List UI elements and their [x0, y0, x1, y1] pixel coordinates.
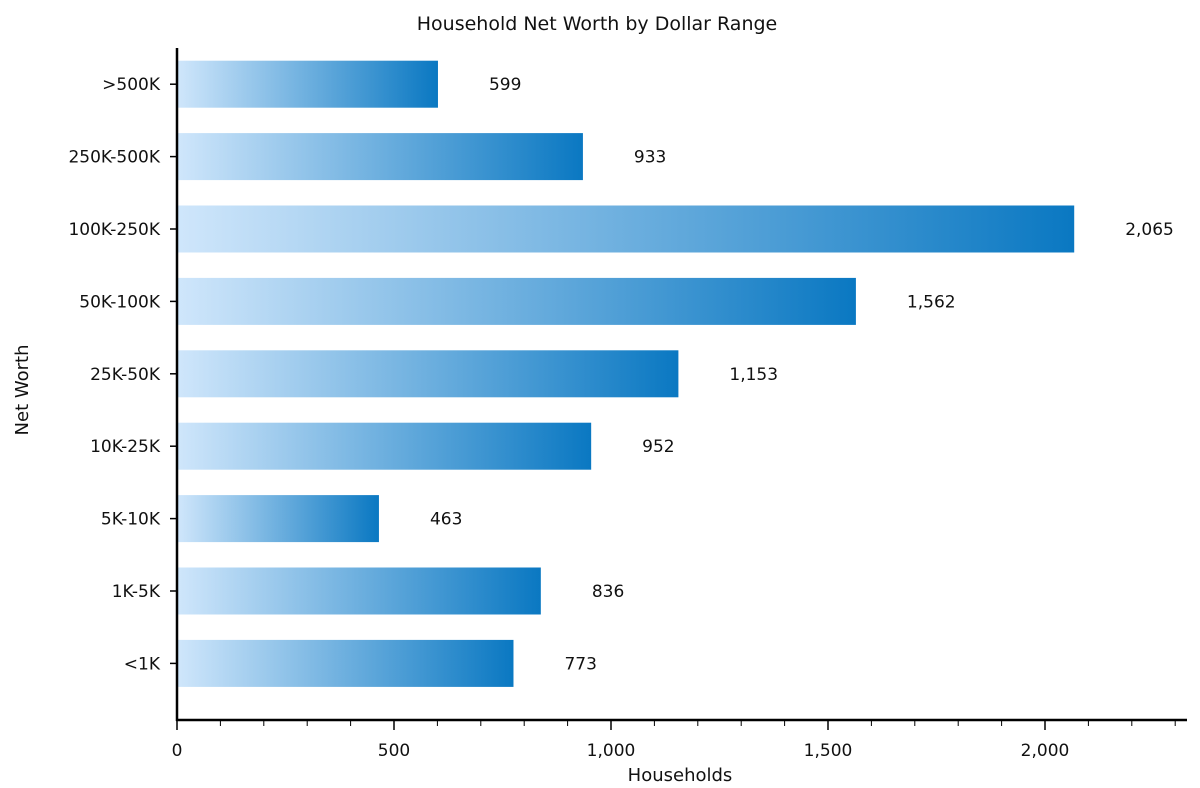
bar [178, 639, 514, 687]
x-tick-label: 500 [378, 741, 410, 761]
x-tick-label: 1,500 [804, 741, 853, 761]
value-labels: 599 933 2,065 1,562 1,153 952 463 836 773 [430, 75, 1174, 674]
y-tick-label: >500K [102, 75, 161, 95]
y-tick-label: 5K-10K [101, 510, 161, 530]
x-tick-label: 0 [172, 741, 183, 761]
chart-title: Household Net Worth by Dollar Range [417, 13, 778, 35]
y-tick-label: 50K-100K [79, 292, 161, 312]
y-tick-label: <1K [124, 654, 161, 674]
value-label: 463 [430, 510, 462, 530]
value-label: 2,065 [1125, 220, 1174, 240]
x-ticks: 0 500 1,000 1,500 2,000 [172, 720, 1176, 761]
y-tick-label: 10K-25K [90, 437, 161, 457]
value-label: 836 [592, 582, 624, 602]
bar [178, 567, 541, 615]
x-tick-label: 2,000 [1021, 741, 1070, 761]
value-label: 952 [642, 437, 674, 457]
y-tick-label: 25K-50K [90, 365, 161, 385]
bar [178, 277, 856, 325]
y-tick-label: 250K-500K [68, 148, 160, 168]
value-label: 773 [564, 654, 596, 674]
bar [178, 133, 583, 181]
value-label: 1,153 [729, 365, 778, 385]
bars-group [178, 60, 1075, 687]
y-tick-label: 100K-250K [68, 220, 160, 240]
value-label: 1,562 [907, 292, 956, 312]
y-tick-labels: >500K 250K-500K 100K-250K 50K-100K 25K-50K 10… [68, 75, 177, 674]
x-axis-title: Households [628, 765, 733, 786]
x-tick-label: 1,000 [587, 741, 636, 761]
value-label: 599 [489, 75, 521, 95]
value-label: 933 [634, 148, 666, 168]
bar [178, 350, 679, 398]
bar [178, 422, 592, 470]
bar [178, 495, 379, 543]
bar [178, 205, 1075, 253]
bar [178, 60, 438, 108]
y-axis-title: Net Worth [12, 345, 33, 436]
y-tick-label: 1K-5K [112, 582, 161, 602]
